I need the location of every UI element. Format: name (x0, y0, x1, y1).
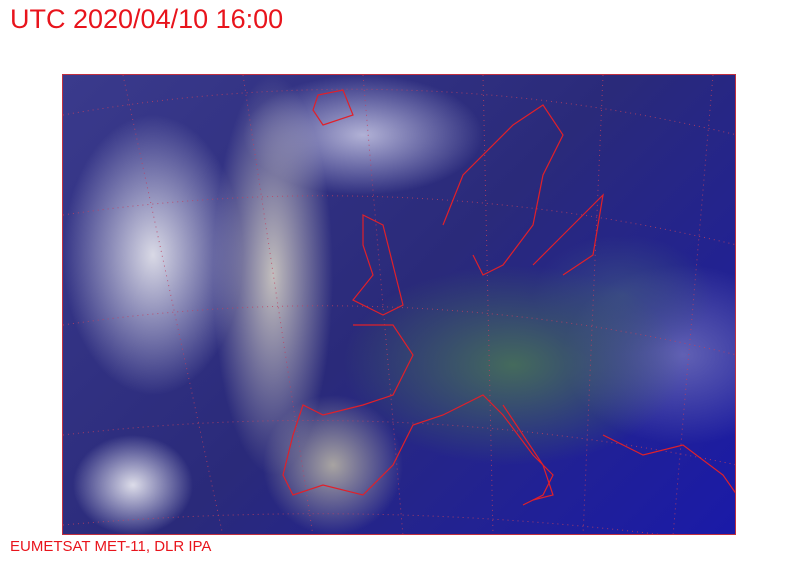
satellite-image (62, 74, 736, 535)
image-credit: EUMETSAT MET-11, DLR IPA (10, 538, 212, 555)
coastlines (282, 89, 735, 506)
graticule (63, 75, 735, 534)
timestamp-title: UTC 2020/04/10 16:00 (10, 4, 284, 34)
map-overlay (63, 75, 735, 534)
